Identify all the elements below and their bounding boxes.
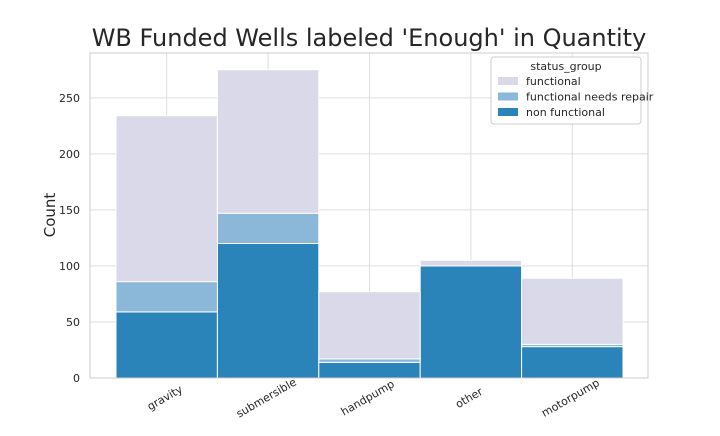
y-tick-label: 50 xyxy=(66,316,80,329)
y-tick-label: 100 xyxy=(59,260,80,273)
x-tick-labels: gravity submersible handpump other motorpump xyxy=(145,375,602,420)
legend-entries: functional functional needs repair non fun… xyxy=(498,75,654,119)
legend-swatch xyxy=(498,77,518,85)
y-axis-label: Count xyxy=(41,193,59,238)
bar-non-functional-submersible xyxy=(216,243,320,379)
y-tick-label: 150 xyxy=(59,204,80,217)
bar-functional-needs-repair-submersible xyxy=(216,212,320,245)
y-tick-labels: 0 50 100 150 200 250 xyxy=(59,92,80,385)
bar-functional-needs-repair-gravity xyxy=(115,281,218,313)
legend-label: functional needs repair xyxy=(526,91,654,104)
chart-title: WB Funded Wells labeled 'Enough' in Quan… xyxy=(92,24,647,52)
x-tick-label: other xyxy=(453,385,485,411)
bar-functional-gravity xyxy=(115,115,218,283)
bar-functional-needs-repair-handpump xyxy=(318,358,421,363)
bar-non-functional-other xyxy=(419,265,523,379)
bar-non-functional-handpump xyxy=(318,361,421,379)
legend-label: functional xyxy=(526,75,581,88)
y-tick-label: 200 xyxy=(59,148,80,161)
bars-layer xyxy=(115,69,624,379)
legend-swatch xyxy=(498,92,518,101)
bar-functional-motorpump xyxy=(521,277,624,345)
bar-non-functional-motorpump xyxy=(521,346,624,379)
legend-title: status_group xyxy=(530,60,601,73)
plot-frame xyxy=(89,52,649,379)
x-tick-label: motorpump xyxy=(539,376,602,420)
legend-label: non functional xyxy=(526,106,605,119)
y-tick-label: 250 xyxy=(59,92,80,105)
bar-functional-other xyxy=(419,259,523,267)
bar-non-functional-gravity xyxy=(115,311,218,379)
bar-functional-submersible xyxy=(216,69,320,214)
y-tick-label: 0 xyxy=(73,372,80,385)
legend: status_group functional functional needs … xyxy=(490,56,654,125)
bar-functional-handpump xyxy=(318,291,421,360)
legend-swatch xyxy=(498,108,518,116)
x-tick-label: handpump xyxy=(339,378,397,419)
legend-box xyxy=(490,56,642,125)
x-tick-label: gravity xyxy=(145,382,185,413)
x-tick-label: submersible xyxy=(234,375,299,420)
